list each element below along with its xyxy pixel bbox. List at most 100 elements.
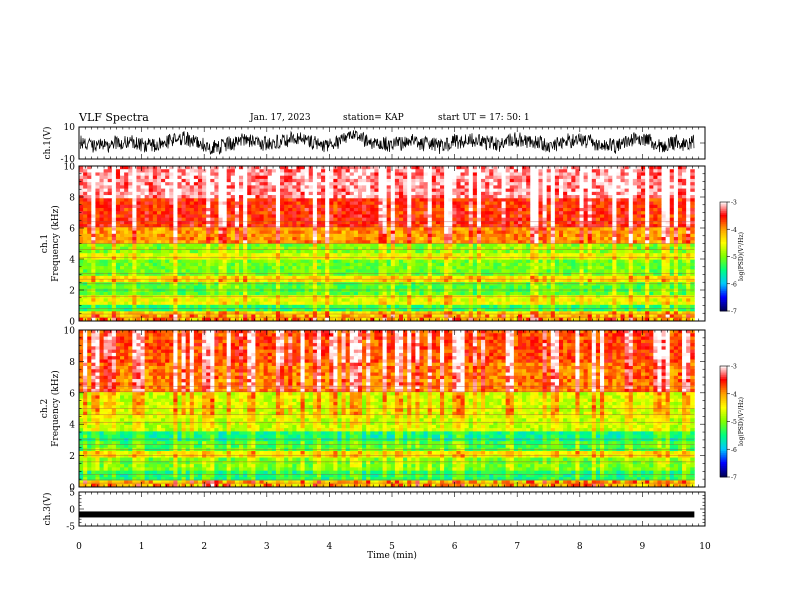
spectrogram-cell (263, 166, 269, 170)
spectrogram-cell (530, 237, 535, 241)
spectrogram-cell (677, 220, 683, 225)
spectrogram-cell (210, 224, 215, 228)
spectrogram-cell (362, 233, 367, 238)
spectrogram-cell (132, 214, 137, 219)
spectrogram-cell (275, 253, 281, 257)
spectrogram-cell (653, 240, 658, 244)
spectrogram-cell (407, 178, 412, 183)
spectrogram-cell (161, 204, 166, 209)
spectrogram-cell (604, 207, 609, 212)
spectrogram-cell (386, 178, 392, 183)
spectrogram-cell (341, 237, 347, 241)
spectrogram-cell (435, 227, 441, 231)
spectrogram-cell (452, 195, 457, 199)
spectrogram-cell (567, 201, 572, 206)
spectrogram-cell (124, 243, 129, 248)
spectrogram-cell (197, 166, 203, 170)
spectrogram-cell (206, 211, 211, 215)
spectrogram-cell (370, 266, 375, 270)
spectrogram-cell (423, 198, 429, 202)
spectrogram-cell (636, 201, 642, 206)
spectrogram-cell (554, 220, 560, 225)
spectrogram-cell (329, 211, 334, 215)
spectrogram-cell (616, 195, 621, 199)
spectrogram-cell (169, 178, 174, 183)
spectrogram-cell (497, 262, 502, 267)
spectrogram-cell (161, 253, 166, 257)
spectrogram-cell (218, 220, 223, 225)
spectrogram-cell (686, 227, 691, 231)
spectrogram-cell (468, 217, 474, 222)
spectrogram-cell (579, 227, 584, 231)
spectrogram-cell (440, 230, 445, 235)
spectrogram-cell (296, 217, 301, 222)
spectrogram-cell (587, 259, 593, 264)
spectrogram-cell (440, 240, 445, 244)
spectrogram-cell (370, 220, 375, 225)
spectrogram-cell (177, 188, 182, 193)
spectrogram-cell (128, 198, 133, 202)
spectrogram-cell (255, 169, 260, 173)
spectrogram-cell (308, 175, 314, 180)
spectrogram-cell (493, 207, 498, 212)
spectrogram-cell (452, 240, 457, 244)
spectrogram-cell (386, 188, 392, 193)
spectrogram-cell (595, 256, 601, 261)
spectrogram-cell (390, 259, 396, 264)
spectrogram-cell (300, 217, 306, 222)
spectrogram-cell (173, 217, 178, 222)
spectrogram-cell (440, 211, 445, 215)
spectrogram-cell (83, 259, 88, 264)
spectrogram-cell (677, 191, 683, 196)
spectrogram-cell (284, 195, 289, 199)
spectrogram-cell (682, 169, 687, 173)
spectrogram-cell (526, 214, 531, 219)
spectrogram-cell (567, 253, 572, 257)
spectrogram-cell (144, 266, 150, 270)
spectrogram-cell (431, 175, 437, 180)
spectrogram-cell (505, 230, 511, 235)
spectrogram-cell (542, 220, 548, 225)
spectrogram-cell (485, 220, 490, 225)
spectrogram-cell (558, 169, 564, 173)
spectrogram-cell (440, 227, 445, 231)
spectrogram-cell (476, 227, 482, 231)
spectrogram-cell (530, 214, 535, 219)
spectrogram-cell (530, 178, 535, 183)
spectrogram-cell (382, 188, 388, 193)
spectrogram-cell (370, 259, 375, 264)
spectrogram-cell (501, 237, 507, 241)
spectrogram-cell (690, 201, 695, 206)
spectrogram-cell (677, 178, 683, 183)
spectrogram-cell (542, 207, 548, 212)
spectrogram-cell (132, 188, 137, 193)
spectrogram-cell (645, 214, 650, 219)
spectrogram-cell (616, 256, 621, 261)
spectrogram-cell (649, 217, 654, 222)
spectrogram-cell (522, 249, 527, 254)
spectrogram-cell (280, 246, 285, 251)
spectrogram-cell (169, 214, 174, 219)
spectrogram-cell (312, 175, 318, 180)
spectrogram-cell (107, 240, 113, 244)
spectrogram-cell (403, 185, 408, 190)
spectrogram-cell (427, 227, 433, 231)
spectrogram-cell (120, 191, 125, 196)
spectrogram-cell (444, 217, 449, 222)
spectrogram-cell (526, 195, 531, 199)
spectrogram-cell (468, 243, 474, 248)
spectrogram-cell (296, 237, 301, 241)
spectrogram-cell (267, 224, 273, 228)
spectrogram-cell (247, 253, 252, 257)
spectrogram-cell (280, 211, 285, 215)
spectrogram-cell (403, 201, 408, 206)
spectrogram-cell (366, 169, 371, 173)
spectrogram-cell (554, 172, 560, 177)
spectrogram-cell (563, 195, 568, 199)
spectrogram-cell (193, 237, 199, 241)
spectrogram-cell (111, 262, 117, 267)
spectrogram-cell (542, 172, 548, 177)
spectrogram-cell (124, 169, 129, 173)
spectrogram-cell (558, 198, 564, 202)
spectrogram-cell (341, 240, 347, 244)
